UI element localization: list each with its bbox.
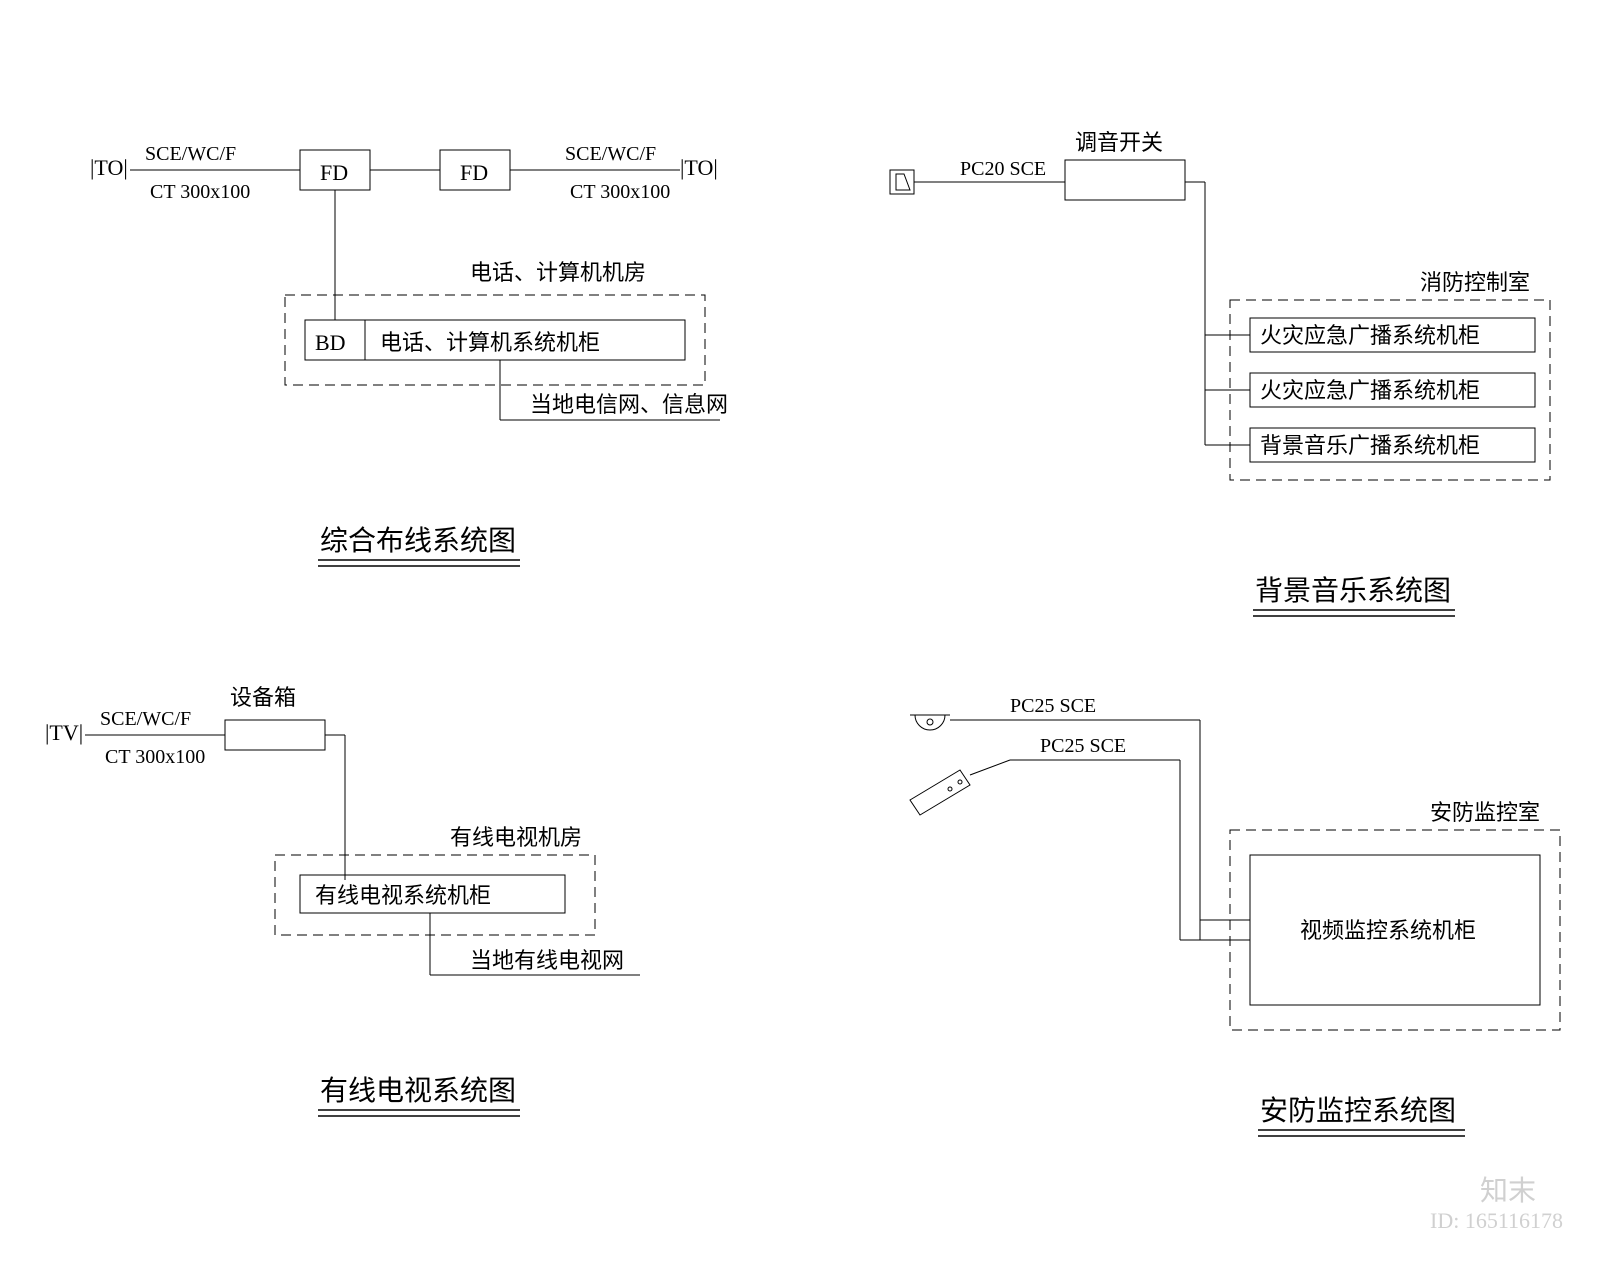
bgm-switch-label: 调音开关 [1075,130,1163,155]
catv-diagram: |TV| SCE/WC/F CT 300x100 设备箱 有线电视机房 有线电视… [45,685,640,1116]
catv-bot: CT 300x100 [105,746,205,768]
watermark-id: ID: 165116178 [1430,1208,1563,1233]
bd-label: BD [315,330,346,355]
wiring-diagram: |TO| SCE/WC/F CT 300x100 FD FD SCE/WC/F … [90,143,728,566]
wiring-left-top: SCE/WC/F [145,143,236,165]
wiring-left-bot: CT 300x100 [150,181,250,203]
wiring-room-label: 电话、计算机机房 [470,260,646,285]
security-title: 安防监控系统图 [1260,1095,1456,1127]
wiring-left-terminal: |TO| [90,155,128,180]
bgm-room-label: 消防控制室 [1420,270,1530,295]
sec-cable2: PC25 SCE [1040,735,1126,757]
bgm-switch-box [1065,160,1185,200]
bgm-title: 背景音乐系统图 [1255,575,1451,607]
catv-cabinet-label: 有线电视系统机柜 [315,883,491,908]
bgm-box1-label: 火灾应急广播系统机柜 [1260,323,1480,348]
sec-cabinet-label: 视频监控系统机柜 [1300,918,1476,943]
sec-cable1: PC25 SCE [1010,695,1096,717]
fd2-label: FD [460,160,488,185]
catv-top: SCE/WC/F [100,708,191,730]
fd1-label: FD [320,160,348,185]
catv-terminal: |TV| [45,720,83,745]
wiring-network: 当地电信网、信息网 [530,392,728,417]
catv-title: 有线电视系统图 [320,1075,516,1107]
catv-box-label: 设备箱 [230,685,296,710]
wiring-title: 综合布线系统图 [320,525,516,557]
security-diagram: PC25 SCE PC25 SCE 安防监控室 视频监控系统机柜 安防监控系统图 [910,695,1560,1136]
bullet-camera-icon [910,770,970,815]
bgm-diagram: PC20 SCE 调音开关 消防控制室 火灾应急广播系统机柜 火灾应急广播系统机… [890,130,1550,616]
wiring-right-terminal: |TO| [680,155,718,180]
bgm-box3-label: 背景音乐广播系统机柜 [1260,433,1480,458]
wiring-right-top: SCE/WC/F [565,143,656,165]
catv-equip-box [225,720,325,750]
watermark-name: 知末 [1480,1175,1536,1207]
bgm-box2-label: 火灾应急广播系统机柜 [1260,378,1480,403]
bgm-cable: PC20 SCE [960,158,1046,180]
catv-network: 当地有线电视网 [470,948,624,973]
catv-room-label: 有线电视机房 [450,825,582,850]
wiring-cabinet-label: 电话、计算机系统机柜 [380,330,600,355]
wiring-right-bot: CT 300x100 [570,181,670,203]
dome-camera-icon [910,715,950,730]
sec-room-label: 安防监控室 [1430,800,1540,825]
